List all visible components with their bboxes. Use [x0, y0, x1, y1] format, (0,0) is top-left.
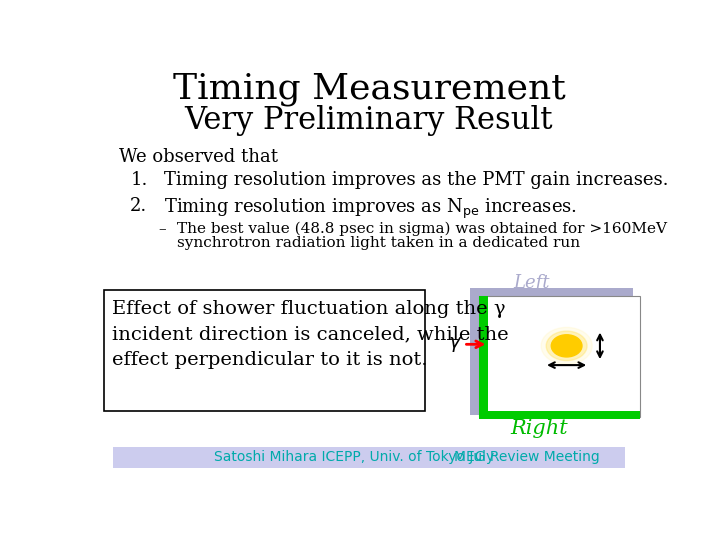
Bar — [113, 447, 625, 468]
Text: Satoshi Mihara ICEPP, Univ. of Tokyo July: Satoshi Mihara ICEPP, Univ. of Tokyo Jul… — [214, 450, 494, 464]
Text: Right: Right — [510, 419, 568, 438]
Text: Timing Measurement: Timing Measurement — [173, 72, 565, 106]
Text: effect perpendicular to it is not.: effect perpendicular to it is not. — [112, 351, 427, 369]
Bar — [479, 296, 488, 417]
Ellipse shape — [552, 335, 582, 357]
Text: Very Preliminary Result: Very Preliminary Result — [185, 105, 553, 136]
Text: 1.: 1. — [130, 171, 148, 189]
Text: Effect of shower fluctuation along the γ: Effect of shower fluctuation along the γ — [112, 300, 505, 318]
Ellipse shape — [546, 331, 587, 361]
Text: Left: Left — [513, 274, 550, 292]
Ellipse shape — [541, 327, 593, 365]
Text: MEG Review Meeting: MEG Review Meeting — [454, 450, 600, 464]
Text: synchrotron radiation light taken in a dedicated run: synchrotron radiation light taken in a d… — [177, 236, 580, 249]
Text: incident direction is canceled, while the: incident direction is canceled, while th… — [112, 325, 508, 343]
Text: The best value (48.8 psec in sigma) was obtained for >160MeV: The best value (48.8 psec in sigma) was … — [177, 222, 667, 237]
Text: We observed that: We observed that — [120, 148, 279, 166]
Bar — [469, 288, 632, 415]
Text: –: – — [158, 222, 166, 236]
Bar — [479, 411, 640, 419]
Text: 2.: 2. — [130, 197, 148, 215]
Bar — [104, 291, 425, 411]
Bar — [479, 296, 640, 417]
Text: Timing resolution improves as N$_{\rm pe}$ increases.: Timing resolution improves as N$_{\rm pe… — [163, 197, 577, 221]
Text: $\gamma$: $\gamma$ — [448, 335, 462, 354]
Text: Timing resolution improves as the PMT gain increases.: Timing resolution improves as the PMT ga… — [163, 171, 668, 189]
